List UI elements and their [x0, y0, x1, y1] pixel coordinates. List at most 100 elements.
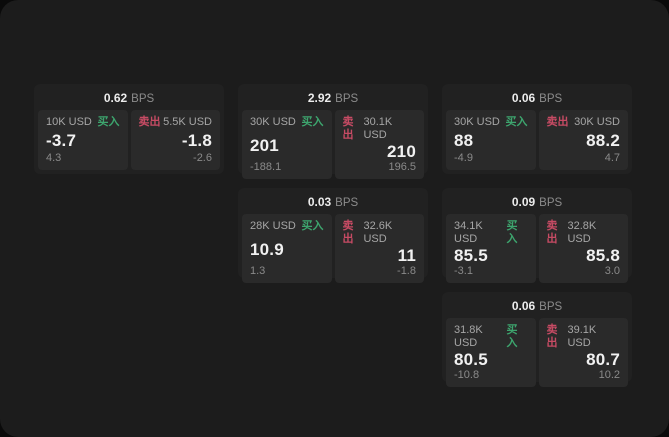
bps-unit-label: BPS — [131, 93, 155, 105]
buy-price: -3.7 — [46, 131, 77, 150]
sell-label: 卖出 — [342, 116, 354, 141]
buy-label: 买入 — [506, 220, 518, 245]
buy-quote-panel[interactable]: 30K USD 买入 201 -188.1 — [242, 110, 332, 179]
sell-panel-top: 卖出 32.6K USD — [343, 220, 417, 246]
sell-label: 卖出 — [342, 220, 354, 245]
quote-card-3: 0.06 BPS 30K USD 买入 88 -4.9 卖出 30K USD — [442, 84, 632, 174]
card-body: 30K USD 买入 88 -4.9 卖出 30K USD 88.2 4.7 — [446, 110, 628, 170]
bps-value: 0.06 — [511, 91, 536, 105]
card-body: 31.8K USD 买入 80.5 -10.8 卖出 39.1K USD 80.… — [446, 318, 628, 387]
card-header: 0.03 BPS — [242, 192, 424, 214]
buy-quote-panel[interactable]: 10K USD 买入 -3.7 4.3 — [38, 110, 128, 170]
sell-price: 80.7 — [586, 350, 620, 369]
buy-size: 28K USD — [250, 220, 296, 232]
buy-sub-value: -4.9 — [454, 152, 473, 164]
buy-size: 31.8K USD — [454, 324, 483, 349]
buy-panel-top: 28K USD 买入 — [250, 220, 324, 233]
bps-value: 0.09 — [511, 195, 536, 209]
buy-size: 10K USD — [46, 116, 92, 128]
sell-quote-panel[interactable]: 卖出 30K USD 88.2 4.7 — [538, 110, 628, 170]
sell-size: 32.6K USD — [363, 220, 393, 245]
sell-size: 32.8K USD — [567, 220, 597, 245]
sell-quote-panel[interactable]: 卖出 32.6K USD 11 -1.8 — [334, 214, 424, 283]
buy-panel-top: 30K USD 买入 — [454, 116, 528, 129]
buy-sub-value: 1.3 — [250, 265, 266, 277]
sell-sub-value: 3.0 — [604, 265, 620, 277]
buy-sub-value: -3.1 — [454, 265, 473, 277]
buy-panel-top: 34.1K USD 买入 — [454, 220, 528, 246]
sell-sub-value: -1.8 — [397, 265, 416, 277]
sell-sub-value: 196.5 — [388, 161, 416, 173]
card-body: 28K USD 买入 10.9 1.3 卖出 32.6K USD 11 -1.8 — [242, 214, 424, 283]
sell-size: 30.1K USD — [363, 116, 393, 141]
buy-price: 10.9 — [250, 239, 284, 259]
quote-card-2: 2.92 BPS 30K USD 买入 201 -188.1 卖出 30.1K U… — [238, 84, 428, 179]
card-body: 10K USD 买入 -3.7 4.3 卖出 5.5K USD -1.8 -2.… — [38, 110, 220, 170]
sell-size: 30K USD — [574, 116, 620, 128]
buy-quote-panel[interactable]: 31.8K USD 买入 80.5 -10.8 — [446, 318, 536, 387]
card-header: 0.06 BPS — [446, 296, 628, 318]
card-header: 0.62 BPS — [38, 88, 220, 110]
quotes-grid: 0.62 BPS 10K USD 买入 -3.7 4.3 卖出 5.5K USD — [34, 84, 632, 387]
sell-sub-value: -2.6 — [193, 152, 212, 164]
sell-price: 11 — [397, 246, 416, 265]
buy-label: 买入 — [301, 220, 324, 232]
bps-unit-label: BPS — [335, 93, 359, 105]
sell-label: 卖出 — [546, 220, 558, 245]
buy-size: 30K USD — [250, 116, 296, 128]
sell-price: 88.2 — [586, 131, 620, 150]
buy-sub-value: -10.8 — [454, 369, 480, 381]
buy-size: 34.1K USD — [454, 220, 483, 245]
quote-card-1: 0.62 BPS 10K USD 买入 -3.7 4.3 卖出 5.5K USD — [34, 84, 224, 174]
sell-label: 卖出 — [546, 324, 558, 349]
quote-card-4: 0.03 BPS 28K USD 买入 10.9 1.3 卖出 32.6K USD — [238, 188, 428, 283]
buy-price: 85.5 — [454, 246, 488, 265]
sell-quote-panel[interactable]: 卖出 32.8K USD 85.8 3.0 — [538, 214, 628, 283]
sell-size: 5.5K USD — [163, 116, 212, 128]
card-body: 34.1K USD 买入 85.5 -3.1 卖出 32.8K USD 85.8… — [446, 214, 628, 283]
quote-card-5: 0.09 BPS 34.1K USD 买入 85.5 -3.1 卖出 32.8K … — [442, 188, 632, 283]
sell-quote-panel[interactable]: 卖出 39.1K USD 80.7 10.2 — [538, 318, 628, 387]
buy-size: 30K USD — [454, 116, 500, 128]
bps-unit-label: BPS — [539, 93, 563, 105]
bps-unit-label: BPS — [335, 197, 359, 209]
sell-label: 卖出 — [546, 116, 569, 128]
buy-label: 买入 — [505, 116, 528, 128]
buy-panel-top: 10K USD 买入 — [46, 116, 120, 129]
sell-sub-value: 4.7 — [604, 152, 620, 164]
buy-panel-top: 30K USD 买入 — [250, 116, 324, 129]
sell-label: 卖出 — [138, 116, 161, 128]
buy-price: 88 — [454, 131, 474, 150]
sell-price: -1.8 — [181, 131, 212, 150]
quote-card-6: 0.06 BPS 31.8K USD 买入 80.5 -10.8 卖出 39.1K… — [442, 292, 632, 387]
sell-panel-top: 卖出 30.1K USD — [343, 116, 417, 142]
card-header: 2.92 BPS — [242, 88, 424, 110]
sell-panel-top: 卖出 30K USD — [547, 116, 621, 129]
sell-quote-panel[interactable]: 卖出 30.1K USD 210 196.5 — [334, 110, 424, 179]
buy-price: 80.5 — [454, 350, 488, 369]
card-header: 0.06 BPS — [446, 88, 628, 110]
bps-unit-label: BPS — [539, 301, 563, 313]
buy-quote-panel[interactable]: 30K USD 买入 88 -4.9 — [446, 110, 536, 170]
buy-label: 买入 — [506, 324, 518, 349]
bps-value: 2.92 — [307, 91, 332, 105]
sell-quote-panel[interactable]: 卖出 5.5K USD -1.8 -2.6 — [130, 110, 220, 170]
card-header: 0.09 BPS — [446, 192, 628, 214]
buy-quote-panel[interactable]: 34.1K USD 买入 85.5 -3.1 — [446, 214, 536, 283]
buy-sub-value: -188.1 — [250, 161, 282, 173]
sell-panel-top: 卖出 5.5K USD — [139, 116, 213, 129]
bps-value: 0.03 — [307, 195, 332, 209]
bps-value: 0.06 — [511, 299, 536, 313]
sell-price: 85.8 — [586, 246, 620, 265]
sell-sub-value: 10.2 — [598, 369, 620, 381]
sell-size: 39.1K USD — [567, 324, 597, 349]
sell-panel-top: 卖出 32.8K USD — [547, 220, 621, 246]
buy-label: 买入 — [301, 116, 324, 128]
buy-label: 买入 — [97, 116, 120, 128]
buy-panel-top: 31.8K USD 买入 — [454, 324, 528, 350]
sell-price: 210 — [387, 142, 416, 161]
card-body: 30K USD 买入 201 -188.1 卖出 30.1K USD 210 1… — [242, 110, 424, 179]
bps-value: 0.62 — [103, 91, 128, 105]
buy-quote-panel[interactable]: 28K USD 买入 10.9 1.3 — [242, 214, 332, 283]
